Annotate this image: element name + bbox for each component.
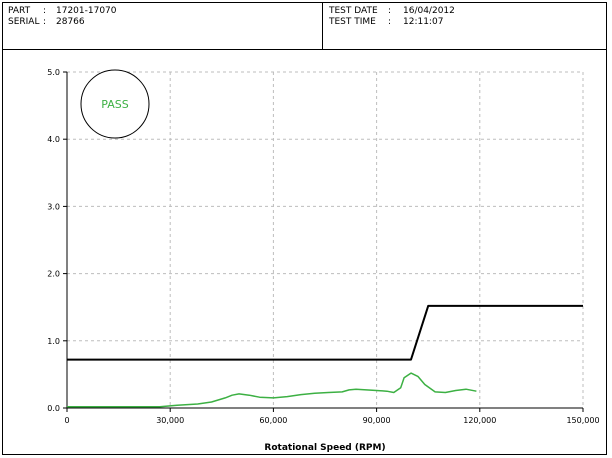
x-tick-label: 0 [64,416,69,425]
limit-line [67,306,583,360]
y-tick-label: 3.0 [47,202,60,211]
measurement-line [67,373,476,407]
chart-series [67,306,583,407]
y-tick-label: 5.0 [47,68,60,77]
y-tick-label: 1.0 [47,337,60,346]
x-axis-ticks: 0 30,000 60,000 90,000 120,000 150,000 [64,408,599,425]
x-tick-label: 120,000 [463,416,496,425]
pass-stamp-label: PASS [101,98,128,111]
y-tick-label: 4.0 [47,135,60,144]
x-tick-label: 150,000 [566,416,599,425]
y-axis-ticks: 0.0 1.0 2.0 3.0 4.0 5.0 [47,68,67,413]
x-tick-label: 30,000 [156,416,184,425]
x-tick-label: 90,000 [363,416,391,425]
x-axis-title: Rotational Speed (RPM) [264,443,385,453]
y-tick-label: 2.0 [47,270,60,279]
x-tick-label: 60,000 [259,416,287,425]
grid-lines [67,72,583,408]
chart-axes [67,72,583,408]
pass-stamp: PASS [81,70,149,138]
y-tick-label: 0.0 [47,404,60,413]
